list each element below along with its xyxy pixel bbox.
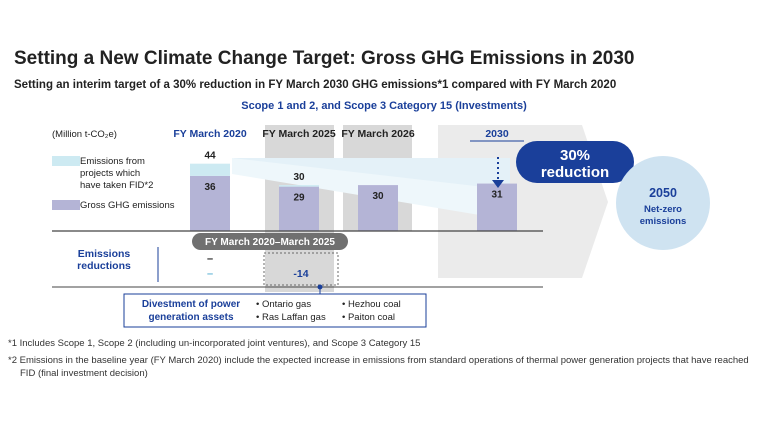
reduction-baseline-dash-alt: – bbox=[207, 268, 213, 280]
divestment-box bbox=[123, 293, 427, 328]
page-title: Setting a New Climate Change Target: Gro… bbox=[14, 48, 635, 69]
divestment-connector-dot bbox=[317, 284, 323, 290]
divestment-asset-2: • Ras Laffan gas bbox=[256, 312, 326, 323]
legend-label-fid-line1: Emissions from bbox=[80, 156, 145, 167]
footnote-2: *2 Emissions in the baseline year (FY Ma… bbox=[8, 355, 749, 379]
reduction-baseline-dash: – bbox=[207, 253, 213, 265]
bar-value-label-2: 30 bbox=[372, 191, 384, 202]
reductions-label-line1: Emissions bbox=[78, 248, 131, 260]
divestment-asset-0: • Ontario gas bbox=[256, 299, 311, 310]
reduction-value-box bbox=[263, 252, 339, 286]
divestment-asset-3: • Paiton coal bbox=[342, 312, 395, 323]
page-subtitle: Setting an interim target of a 30% reduc… bbox=[14, 79, 617, 91]
reduction-period-pill bbox=[192, 233, 348, 250]
divestment-asset-1: • Hezhou coal bbox=[342, 299, 401, 310]
reduction-badge-line2: reduction bbox=[541, 164, 609, 181]
reduction-period-label: FY March 2020–March 2025 bbox=[205, 237, 335, 248]
bar-fid-0 bbox=[190, 163, 230, 176]
reductions-label-line2: reductions bbox=[77, 260, 131, 272]
goal-2050-label-line1: Net-zero bbox=[644, 204, 682, 215]
y-axis-unit: (Million t-CO₂e) bbox=[52, 129, 117, 140]
legend-label-fid-line2: projects which bbox=[80, 168, 140, 179]
bar-value-label-3: 31 bbox=[491, 190, 503, 201]
legend-label-fid-line3: have taken FID*2 bbox=[80, 180, 153, 191]
legend-swatch-fid bbox=[52, 156, 80, 166]
divestment-label-line1: Divestment of power bbox=[142, 299, 240, 310]
goal-2050-year: 2050 bbox=[649, 186, 677, 200]
divestment-label-line2: generation assets bbox=[148, 312, 233, 323]
bar-gross-2 bbox=[358, 185, 398, 231]
category-label-0: FY March 2020 bbox=[173, 128, 247, 140]
bar-value-label-0: 36 bbox=[204, 182, 216, 193]
target-arrowhead bbox=[492, 180, 504, 188]
goal-2050-circle bbox=[616, 156, 710, 250]
category-label-3: 2030 bbox=[485, 128, 509, 140]
bar-gross-3 bbox=[477, 183, 517, 231]
category-label-1: FY March 2025 bbox=[262, 128, 336, 140]
bar-value-label-1: 29 bbox=[293, 193, 305, 204]
category-label-2: FY March 2026 bbox=[341, 128, 415, 140]
legend-label-gross: Gross GHG emissions bbox=[80, 200, 175, 211]
footnote-1: *1 Includes Scope 1, Scope 2 (including … bbox=[8, 338, 421, 349]
reduction-badge-line1: 30% bbox=[560, 147, 590, 164]
bar-gross-0 bbox=[190, 175, 230, 231]
bar-gross-1 bbox=[279, 186, 319, 231]
chart-title: Scope 1 and 2, and Scope 3 Category 15 (… bbox=[241, 100, 527, 112]
bar-total-label-0: 44 bbox=[204, 151, 216, 162]
reduction-value: -14 bbox=[293, 268, 308, 280]
goal-2050-label-line2: emissions bbox=[640, 216, 686, 227]
bar-total-label-1: 30 bbox=[293, 172, 305, 183]
legend-swatch-gross bbox=[52, 200, 80, 210]
bar-fid-1 bbox=[279, 185, 319, 187]
reduction-badge bbox=[516, 141, 634, 183]
